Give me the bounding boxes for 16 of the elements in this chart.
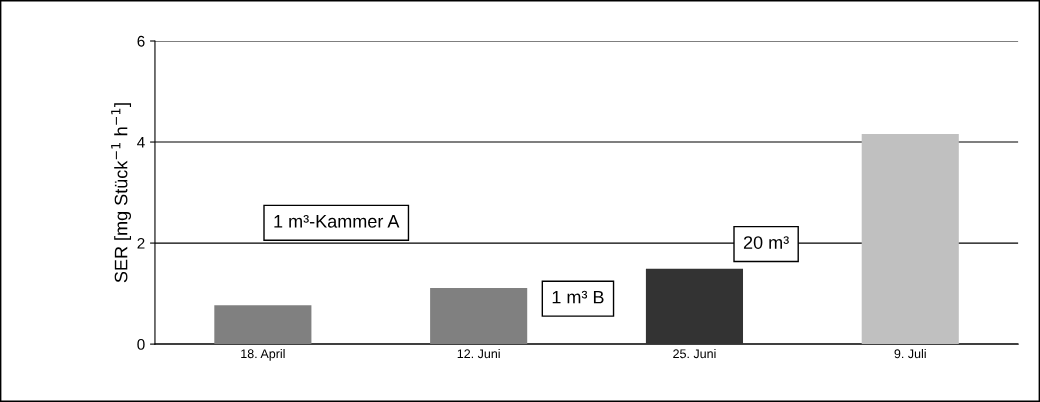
x-tick-label: 25. Juni: [673, 348, 716, 359]
x-tick-label: 9. Juli: [894, 348, 926, 359]
annotation: 20 m³: [743, 236, 789, 249]
annotation: 1 m³ B: [552, 290, 604, 304]
y-tick-label: 6: [137, 35, 145, 47]
bar: [861, 133, 959, 345]
y-tick-label: 0: [137, 338, 145, 350]
annotation: 1 m³-Kammer A: [274, 215, 400, 228]
y-tick-label: 2: [137, 237, 145, 249]
x-tick-label: 18. April: [241, 348, 285, 361]
y-tick-label: 4: [137, 137, 145, 148]
bar: [430, 288, 528, 345]
bar: [645, 268, 744, 345]
bar: [214, 305, 312, 345]
y-axis-title: SER [mg Stück$^{−1}$ h$^{−1}$]: [111, 103, 132, 283]
x-tick-label: 12. Juni: [457, 348, 500, 359]
